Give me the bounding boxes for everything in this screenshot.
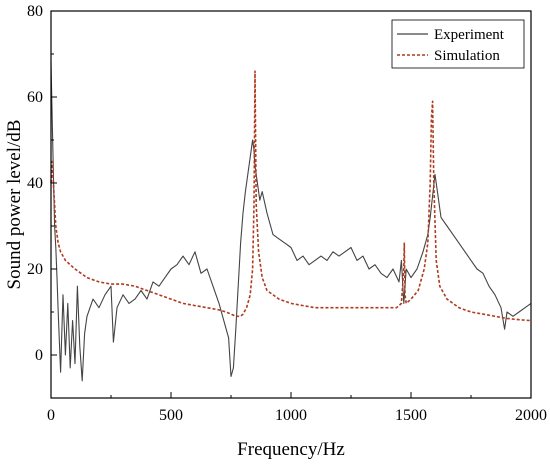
y-tick-label: 60 — [27, 89, 43, 106]
y-tick-label: 0 — [35, 347, 43, 364]
plot-frame — [50, 10, 532, 399]
y-axis-label: Sound power level/dB — [4, 120, 25, 290]
x-tick-label: 1500 — [395, 407, 427, 424]
legend-label-simulation: Simulation — [434, 48, 500, 64]
legend-box — [391, 19, 525, 69]
y-tick-label: 20 — [27, 261, 43, 278]
x-tick-label: 1000 — [275, 407, 307, 424]
series-line-experiment — [50, 62, 532, 382]
x-axis-ticks: 0 500 1000 1500 2000 — [47, 392, 547, 424]
plot-area — [50, 62, 532, 382]
y-axis-ticks: 0 20 40 60 80 — [27, 3, 57, 399]
series-line-simulation — [50, 70, 532, 322]
y-tick-label: 40 — [27, 175, 43, 192]
y-tick-label: 80 — [27, 3, 43, 20]
x-tick-label: 0 — [47, 407, 55, 424]
legend: Experiment Simulation — [391, 19, 525, 69]
x-tick-label: 500 — [159, 407, 183, 424]
legend-label-experiment: Experiment — [434, 27, 505, 43]
x-tick-label: 2000 — [515, 407, 547, 424]
x-axis-label: Frequency/Hz — [237, 439, 345, 460]
